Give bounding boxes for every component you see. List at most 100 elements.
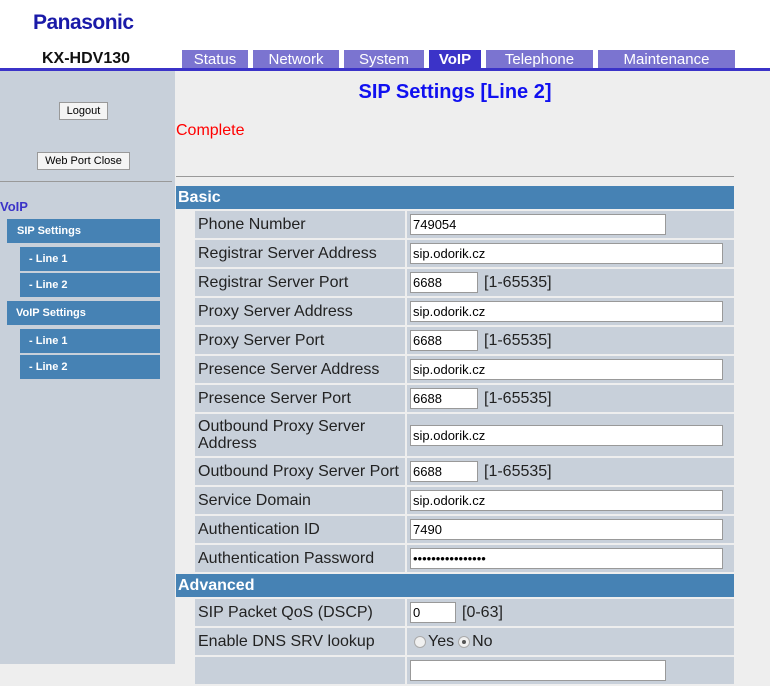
- proxy-server-address-input[interactable]: sip.odorik.cz: [410, 301, 723, 322]
- radio-label-yes[interactable]: Yes: [428, 632, 455, 650]
- settings-row-presence-server-port: Presence Server Port 6688 [1-65535]: [176, 385, 734, 412]
- row-indent: [176, 240, 195, 267]
- row-indent: [176, 385, 195, 412]
- field-value-cell: Yes No: [407, 628, 734, 655]
- field-value-cell: 6688 [1-65535]: [407, 269, 734, 296]
- sidebar-item-sip-line-2[interactable]: - Line 2: [20, 273, 160, 297]
- web-port-close-button[interactable]: Web Port Close: [37, 152, 130, 170]
- panasonic-logo: Panasonic: [33, 11, 134, 34]
- range-hint: [1-65535]: [484, 462, 552, 480]
- settings-row-registrar-server-port: Registrar Server Port 6688 [1-65535]: [176, 269, 734, 296]
- field-value-cell: 6688 [1-65535]: [407, 327, 734, 354]
- settings-row-sip-packet-qos-dscp: SIP Packet QoS (DSCP) 0 [0-63]: [176, 599, 734, 626]
- proxy-server-port-input[interactable]: 6688: [410, 330, 478, 351]
- row-indent: [176, 298, 195, 325]
- field-label: Registrar Server Port: [195, 269, 405, 296]
- presence-server-address-input[interactable]: sip.odorik.cz: [410, 359, 723, 380]
- range-hint: [1-65535]: [484, 273, 552, 291]
- row-indent: [176, 628, 195, 655]
- settings-row-authentication-id: Authentication ID 7490: [176, 516, 734, 543]
- field-value-cell: sip.odorik.cz: [407, 487, 734, 514]
- range-hint: [0-63]: [462, 603, 503, 621]
- sidebar-item-sip-settings[interactable]: SIP Settings: [7, 219, 160, 243]
- field-value-cell: ••••••••••••••••: [407, 545, 734, 572]
- outbound-proxy-server-address-input[interactable]: sip.odorik.cz: [410, 424, 723, 446]
- field-label: Phone Number: [195, 211, 405, 238]
- row-indent: [176, 327, 195, 354]
- field-label: Proxy Server Address: [195, 298, 405, 325]
- field-label: Enable DNS SRV lookup: [195, 628, 405, 655]
- tab-voip[interactable]: VoIP: [429, 50, 481, 68]
- field-value-cell: sip.odorik.cz: [407, 414, 734, 456]
- row-indent: [176, 516, 195, 543]
- radio-no[interactable]: [458, 635, 471, 648]
- divider: [176, 176, 734, 177]
- tab-network[interactable]: Network: [253, 50, 339, 68]
- range-hint: [1-65535]: [484, 389, 552, 407]
- status-message: Complete: [176, 122, 245, 139]
- logout-button[interactable]: Logout: [59, 102, 108, 120]
- outbound-proxy-server-port-input[interactable]: 6688: [410, 461, 478, 482]
- radio-label-no[interactable]: No: [472, 632, 493, 650]
- field-label: Authentication Password: [195, 545, 405, 572]
- tab-telephone[interactable]: Telephone: [486, 50, 593, 68]
- settings-row-enable-dns-srv-lookup: Enable DNS SRV lookup Yes No: [176, 628, 734, 655]
- field-label: SIP Packet QoS (DSCP): [195, 599, 405, 626]
- settings-row-outbound-proxy-server-address: Outbound Proxy Server Address sip.odorik.…: [176, 414, 734, 456]
- sidebar-divider: [0, 181, 172, 182]
- tab-system[interactable]: System: [344, 50, 424, 68]
- field-label: Outbound Proxy Server Address: [195, 414, 405, 456]
- settings-row-phone-number: Phone Number 749054: [176, 211, 734, 238]
- row-indent: [176, 458, 195, 485]
- sidebar: Logout Web Port Close VoIP SIP Settings …: [0, 71, 175, 664]
- settings-form: Basic Phone Number 749054 Registrar Server…: [176, 186, 734, 686]
- row-indent: [176, 414, 195, 456]
- model-name: KX-HDV130: [42, 50, 131, 67]
- authentication-id-input[interactable]: 7490: [410, 519, 723, 540]
- header-divider: [0, 68, 770, 71]
- settings-row-presence-server-address: Presence Server Address sip.odorik.cz: [176, 356, 734, 383]
- settings-row-authentication-password: Authentication Password ••••••••••••••••: [176, 545, 734, 572]
- field-label: Presence Server Address: [195, 356, 405, 383]
- radio-yes[interactable]: [414, 635, 426, 648]
- field-value-cell: 6688 [1-65535]: [407, 458, 734, 485]
- field-value-cell: sip.odorik.cz: [407, 356, 734, 383]
- field-label: Proxy Server Port: [195, 327, 405, 354]
- presence-server-port-input[interactable]: 6688: [410, 388, 478, 409]
- settings-row-field: [176, 657, 734, 684]
- row-indent: [176, 487, 195, 514]
- sidebar-item-sip-line-1[interactable]: - Line 1: [20, 247, 160, 271]
- page-title: SIP Settings [Line 2]: [358, 81, 552, 103]
- sip-packet-qos-dscp-input[interactable]: 0: [410, 602, 456, 623]
- field-value-cell: 6688 [1-65535]: [407, 385, 734, 412]
- registrar-server-address-input[interactable]: sip.odorik.cz: [410, 243, 723, 264]
- row-indent: [176, 269, 195, 296]
- tab-status[interactable]: Status: [182, 50, 248, 68]
- settings-row-registrar-server-address: Registrar Server Address sip.odorik.cz: [176, 240, 734, 267]
- sidebar-item-voip-settings[interactable]: VoIP Settings: [7, 301, 160, 325]
- field-value-cell: sip.odorik.cz: [407, 240, 734, 267]
- field-value-cell: sip.odorik.cz: [407, 298, 734, 325]
- field-label: [195, 657, 405, 684]
- sidebar-item-voip-line-1[interactable]: - Line 1: [20, 329, 160, 353]
- field-label: Outbound Proxy Server Port: [195, 458, 405, 485]
- phone-number-input[interactable]: 749054: [410, 214, 666, 235]
- tab-maintenance[interactable]: Maintenance: [598, 50, 735, 68]
- settings-row-outbound-proxy-server-port: Outbound Proxy Server Port 6688 [1-65535]: [176, 458, 734, 485]
- row-indent: [176, 356, 195, 383]
- service-domain-input[interactable]: sip.odorik.cz: [410, 490, 723, 511]
- field-input[interactable]: [410, 660, 666, 681]
- sidebar-item-voip-line-2[interactable]: - Line 2: [20, 355, 160, 379]
- field-value-cell: 0 [0-63]: [407, 599, 734, 626]
- field-label: Registrar Server Address: [195, 240, 405, 267]
- range-hint: [1-65535]: [484, 331, 552, 349]
- row-indent: [176, 545, 195, 572]
- field-label: Presence Server Port: [195, 385, 405, 412]
- authentication-password-input[interactable]: ••••••••••••••••: [410, 548, 723, 569]
- field-value-cell: 7490: [407, 516, 734, 543]
- field-value-cell: 749054: [407, 211, 734, 238]
- row-indent: [176, 599, 195, 626]
- field-label: Authentication ID: [195, 516, 405, 543]
- section-basic: Basic: [176, 186, 734, 209]
- registrar-server-port-input[interactable]: 6688: [410, 272, 478, 293]
